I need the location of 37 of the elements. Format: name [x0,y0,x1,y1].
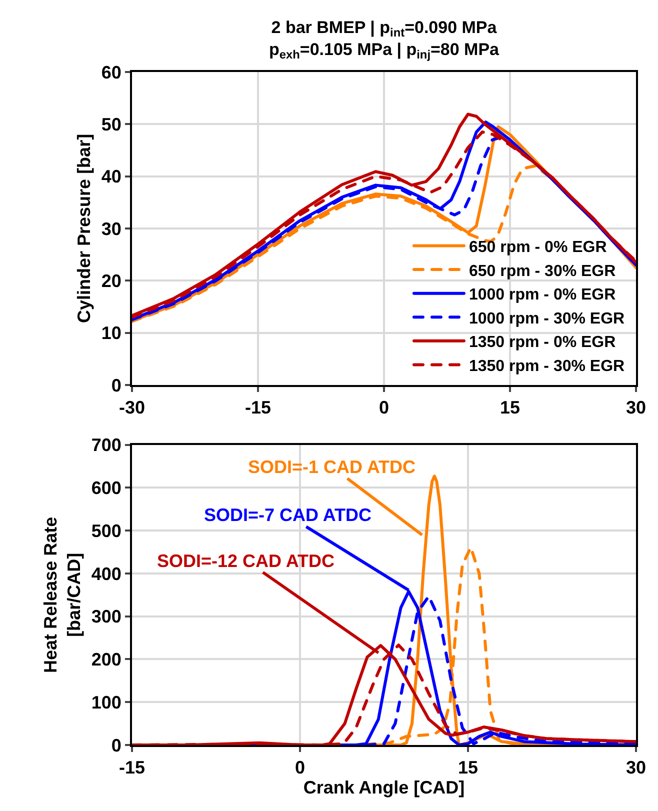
x-tick-label: 15 [458,758,478,778]
y-tick-label: 600 [91,478,122,498]
legend-label: 1000 rpm - 30% EGR [468,310,626,328]
chart-title: 2 bar BMEP | p$_{int}$=0.090 MPa p$_{exh}$=0.105 MPa | p$_{inj}$=80 MPa [269,18,500,62]
y-tick-label: 30 [101,218,122,239]
y-tick-label: 400 [91,564,122,584]
x-tick-label: 0 [294,758,306,778]
y-tick-label: 10 [101,323,122,344]
y-tick-label: 700 [91,435,122,456]
legend-label: 1000 rpm - 0% EGR [468,286,616,304]
annotation: SODI=-1 CAD ATDC [248,457,416,477]
x-tick-label: 15 [500,398,520,418]
x-tick-label: -30 [118,398,146,418]
y-axis-title: Cylinder Presure [bar] [74,134,94,324]
x-tick-label: 0 [378,398,390,418]
y-tick-label: 20 [101,270,122,291]
x-tick-label: -15 [118,758,146,778]
x-tick-label: 30 [626,758,646,778]
y-tick-label: 100 [91,692,122,712]
y-axis-title: Heat Release Rate [bar/CAD] [40,516,84,673]
y-tick-label: 40 [101,166,122,187]
x-axis-title: Crank Angle [CAD] [303,778,465,798]
annotation: SODI=-12 CAD ATDC [157,551,335,571]
y-tick-label: 50 [101,114,122,134]
x-tick-label: -15 [244,398,272,418]
legend-label: 1350 rpm - 0% EGR [468,334,616,352]
y-tick-label: 500 [91,520,122,541]
annotation: SODI=-7 CAD ATDC [204,505,372,525]
legend-label: 650 rpm - 30% EGR [468,262,616,280]
y-tick-label: 0 [111,375,122,396]
y-tick-label: 300 [91,606,122,627]
x-tick-label: 30 [626,398,646,418]
legend-label: 650 rpm - 0% EGR [468,238,608,256]
legend-label: 1350 rpm - 30% EGR [468,358,626,375]
y-tick-label: 200 [91,650,122,670]
y-tick-label: 0 [111,735,122,756]
y-tick-label: 60 [101,62,122,82]
